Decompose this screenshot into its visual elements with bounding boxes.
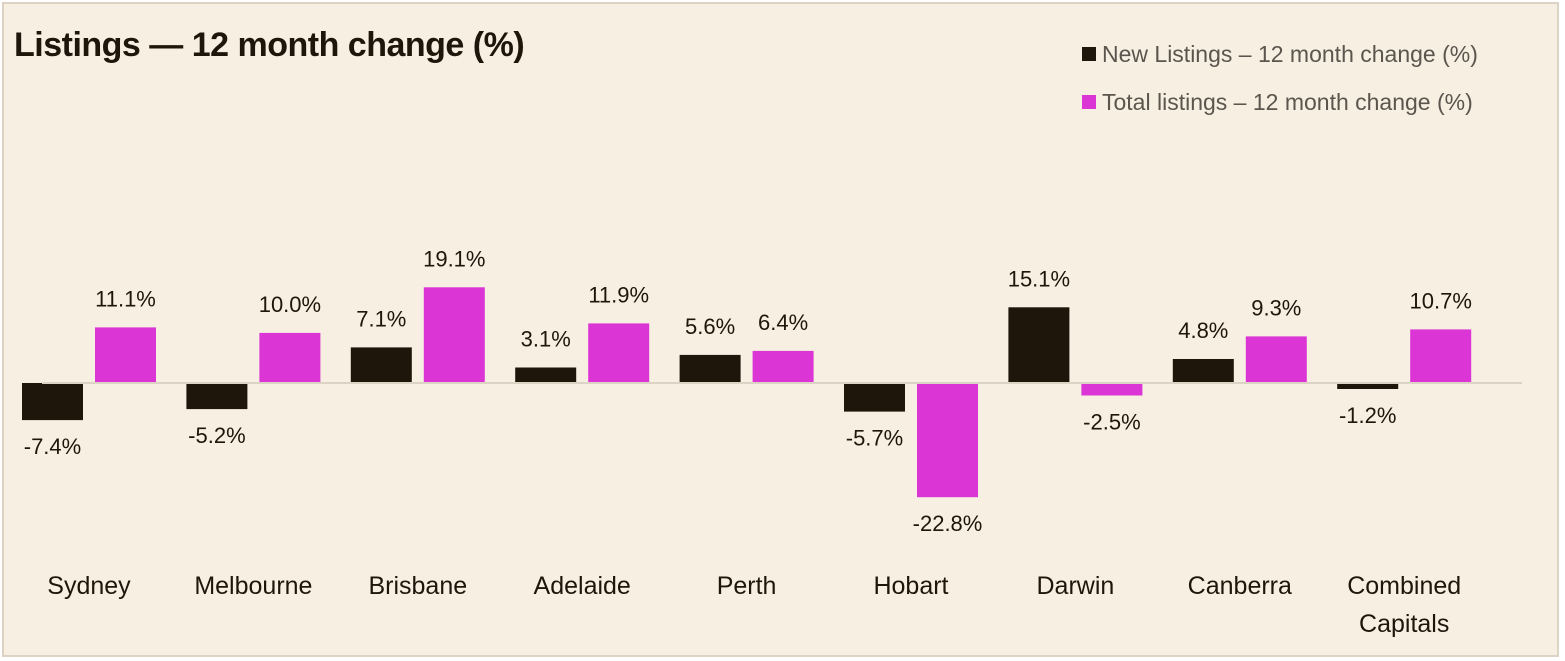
- data-label-total-listings-perth: 6.4%: [758, 310, 808, 335]
- legend-label-total-listings: Total listings – 12 month change (%): [1102, 88, 1473, 115]
- data-label-new-listings-hobart: -5.7%: [846, 426, 903, 451]
- chart-title: Listings — 12 month change (%): [14, 26, 525, 64]
- data-label-new-listings-brisbane: 7.1%: [356, 306, 406, 331]
- bar-new-listings-perth: [679, 354, 741, 383]
- data-label-new-listings-adelaide: 3.1%: [521, 327, 571, 352]
- bar-total-listings-darwin: [1081, 383, 1143, 396]
- legend-label-new-listings: New Listings – 12 month change (%): [1102, 40, 1478, 67]
- data-label-new-listings-canberra: 4.8%: [1178, 318, 1228, 343]
- bar-new-listings-hobart: [844, 383, 905, 412]
- bar-new-listings-combined-capitals: [1337, 383, 1399, 389]
- legend-item-new-listings: New Listings – 12 month change (%): [1082, 38, 1478, 70]
- bar-new-listings-melbourne: [186, 383, 248, 410]
- legend-swatch-new-listings: [1082, 47, 1096, 61]
- bar-total-listings-melbourne: [259, 332, 321, 383]
- bar-total-listings-hobart: [917, 383, 978, 498]
- bar-total-listings-sydney: [95, 327, 156, 383]
- bar-new-listings-sydney: [22, 383, 83, 421]
- bar-total-listings-perth: [752, 350, 814, 383]
- data-label-new-listings-melbourne: -5.2%: [188, 423, 245, 448]
- data-label-new-listings-sydney: -7.4%: [24, 434, 81, 459]
- category-label-canberra: Canberra: [1188, 572, 1292, 600]
- data-label-total-listings-darwin: -2.5%: [1083, 410, 1140, 435]
- category-label-sydney: Sydney: [47, 572, 131, 600]
- category-label-combined-capitals: Combined Capitals: [1347, 572, 1461, 638]
- data-label-new-listings-perth: 5.6%: [685, 314, 735, 339]
- bar-new-listings-darwin: [1008, 307, 1070, 383]
- bar-total-listings-brisbane: [423, 287, 485, 383]
- category-label-brisbane: Brisbane: [368, 572, 467, 600]
- bar-total-listings-canberra: [1245, 336, 1307, 383]
- data-label-total-listings-canberra: 9.3%: [1251, 295, 1301, 320]
- bar-new-listings-adelaide: [515, 367, 577, 383]
- bar-new-listings-brisbane: [350, 347, 412, 383]
- bar-total-listings-combined-capitals: [1410, 329, 1472, 383]
- category-label-hobart: Hobart: [873, 572, 948, 600]
- data-label-total-listings-adelaide: 11.9%: [588, 282, 649, 307]
- category-label-adelaide: Adelaide: [534, 572, 631, 600]
- category-label-perth: Perth: [717, 572, 777, 600]
- legend-swatch-total-listings: [1082, 95, 1096, 109]
- data-label-total-listings-melbourne: 10.0%: [259, 292, 321, 317]
- bar-new-listings-canberra: [1172, 359, 1234, 383]
- data-label-total-listings-sydney: 11.1%: [95, 286, 156, 311]
- data-label-total-listings-brisbane: 19.1%: [423, 246, 485, 271]
- data-label-total-listings-hobart: -22.8%: [913, 511, 983, 536]
- bar-total-listings-adelaide: [588, 323, 650, 383]
- category-label-darwin: Darwin: [1037, 572, 1115, 600]
- legend: New Listings – 12 month change (%) Total…: [1082, 38, 1478, 134]
- data-label-total-listings-combined-capitals: 10.7%: [1410, 288, 1472, 313]
- data-label-new-listings-combined-capitals: -1.2%: [1339, 403, 1396, 428]
- data-label-new-listings-darwin: 15.1%: [1008, 266, 1070, 291]
- bar-chart-plot: -7.4% -5.2% 7.1% 3.1% 5.6% -5.7% 15.1% 4.8% -1.2…: [22, 246, 1522, 638]
- category-label-melbourne: Melbourne: [194, 572, 312, 600]
- legend-item-total-listings: Total listings – 12 month change (%): [1082, 86, 1478, 118]
